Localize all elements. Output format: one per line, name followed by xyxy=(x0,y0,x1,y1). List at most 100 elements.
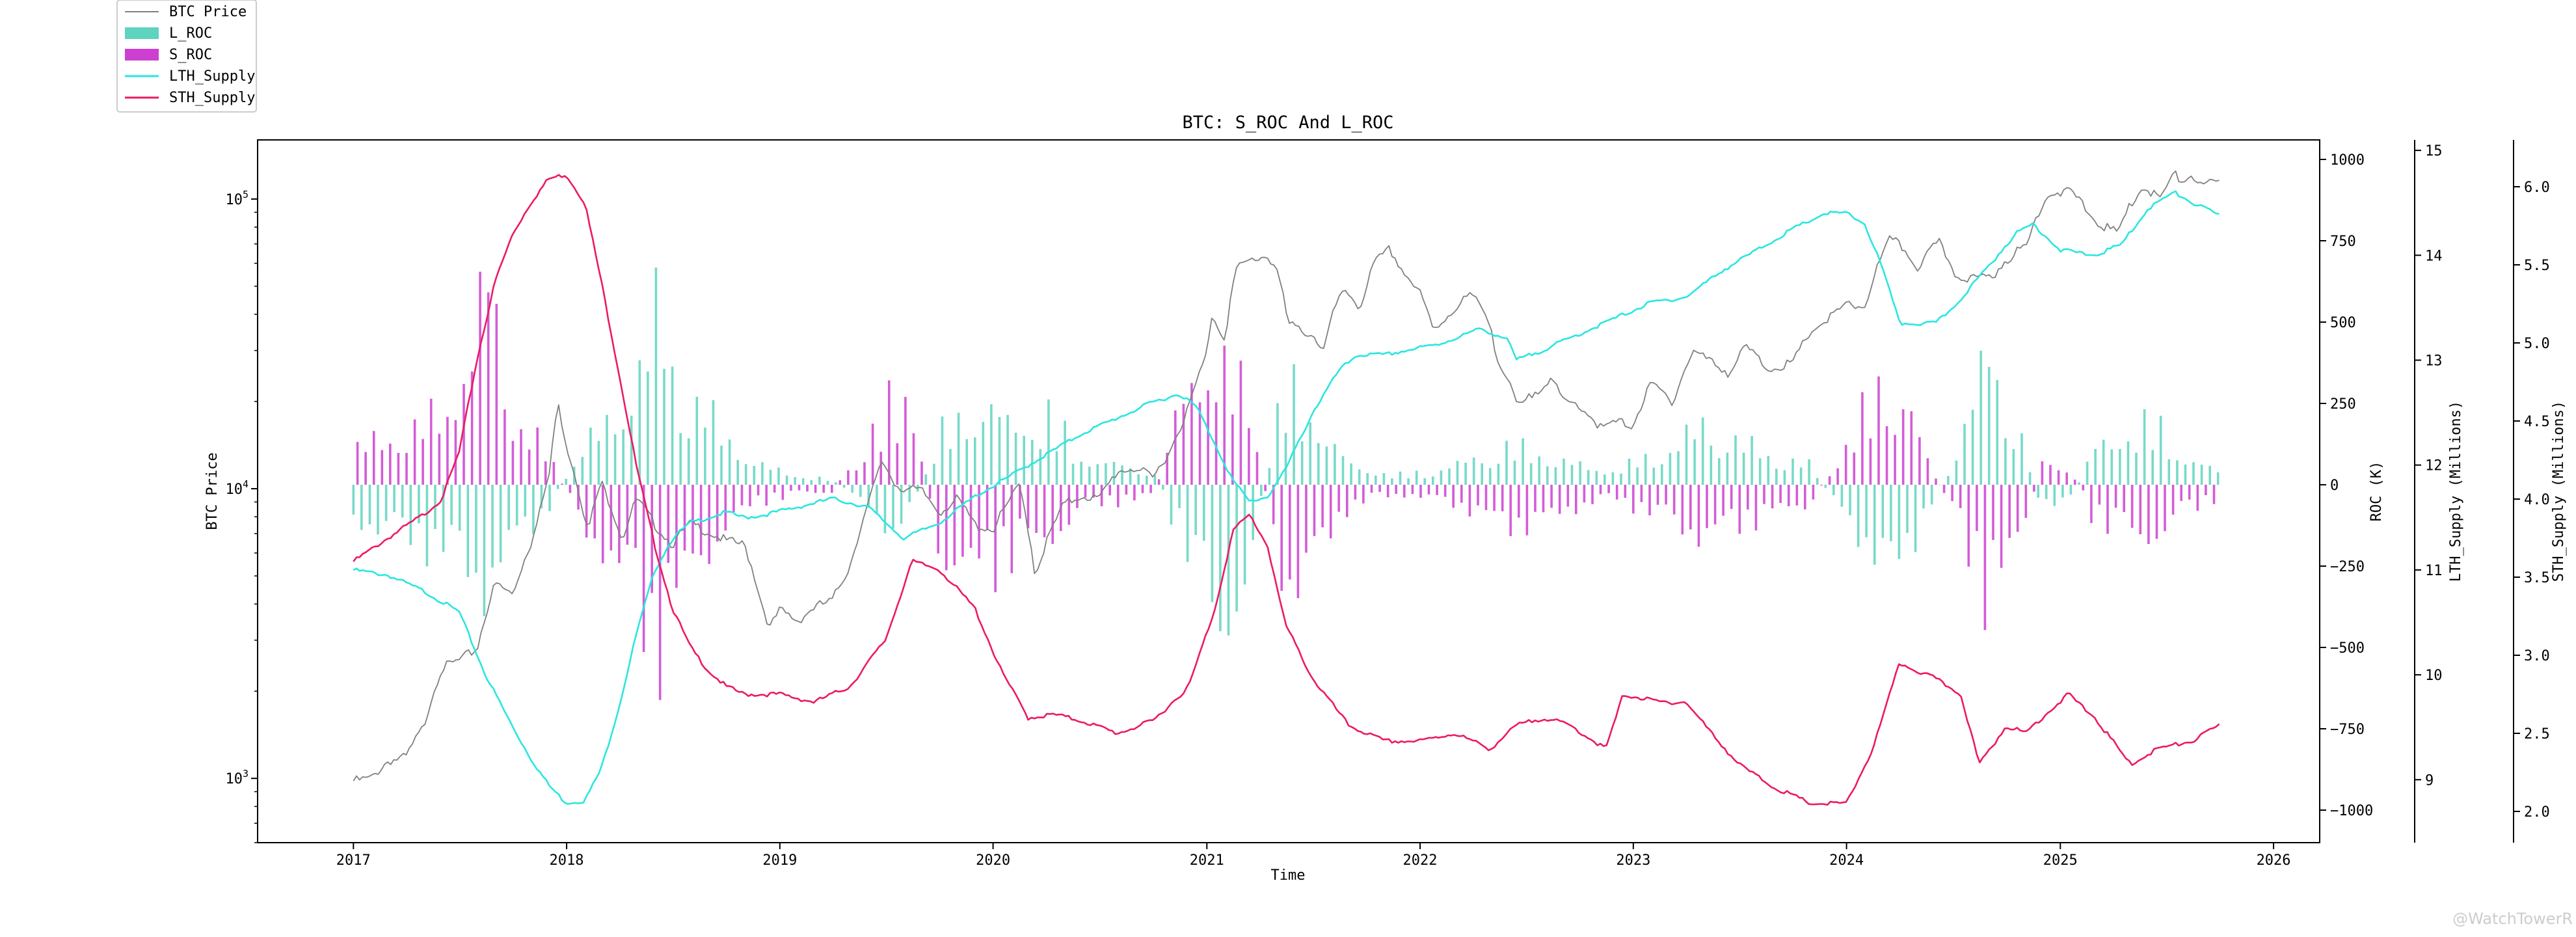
roc-bar xyxy=(548,485,551,511)
roc-bar xyxy=(1198,402,1201,485)
sth-tick-label: 3.5 xyxy=(2524,570,2550,586)
roc-bar xyxy=(1386,485,1389,498)
roc-bar xyxy=(1640,485,1643,502)
roc-bar xyxy=(769,470,772,485)
roc-bar xyxy=(842,485,846,488)
roc-bar xyxy=(438,433,441,485)
roc-bar xyxy=(1255,452,1259,485)
roc-bar xyxy=(1419,485,1422,498)
roc-bar xyxy=(1043,485,1046,537)
roc-bar xyxy=(1436,485,1438,495)
roc-bar xyxy=(785,475,788,485)
roc-bar xyxy=(1758,458,1762,485)
roc-bar xyxy=(724,485,727,531)
roc-bar xyxy=(982,422,985,485)
roc-bar xyxy=(520,429,522,485)
roc-bar xyxy=(2024,485,2028,518)
roc-bar xyxy=(540,485,543,509)
roc-bar xyxy=(1529,463,1533,485)
roc-bar xyxy=(479,271,481,485)
roc-bar xyxy=(1100,485,1103,507)
roc-bar xyxy=(1566,485,1570,507)
sth-tick-label: 6.0 xyxy=(2524,180,2550,196)
roc-bar xyxy=(1914,485,1917,552)
roc-bar xyxy=(1133,485,1136,500)
roc-bar xyxy=(1284,433,1287,485)
roc-bar xyxy=(1644,454,1647,485)
roc-bar xyxy=(1587,470,1590,485)
roc-bar xyxy=(1395,485,1397,494)
roc-bar xyxy=(1064,420,1066,485)
roc-bar xyxy=(1710,445,1713,485)
roc-tick-label: 750 xyxy=(2330,234,2356,250)
roc-bar xyxy=(728,439,731,485)
roc-bar xyxy=(908,485,911,502)
roc-bar xyxy=(1460,485,1463,503)
roc-bar xyxy=(1293,364,1295,485)
roc-bar xyxy=(1129,468,1132,485)
roc-bar xyxy=(974,437,976,485)
roc-bar xyxy=(1329,485,1332,539)
roc-bar xyxy=(463,384,465,485)
x-tick-label: 2025 xyxy=(2043,852,2078,869)
legend: BTC Price L_ROC S_ROC LTH_Supply STH_Supply xyxy=(116,0,257,113)
roc-bar xyxy=(1955,460,1958,485)
roc-bar xyxy=(1427,485,1430,495)
roc-bar xyxy=(1763,485,1765,504)
roc-bar xyxy=(1599,485,1602,495)
roc-bar xyxy=(1661,464,1663,485)
roc-bar xyxy=(381,450,384,485)
roc-bar xyxy=(1141,485,1144,493)
roc-bar xyxy=(2114,485,2117,508)
roc-bar xyxy=(1239,360,1242,485)
roc-bar xyxy=(552,462,556,485)
roc-bar xyxy=(835,482,837,485)
roc-bar xyxy=(1767,455,1770,485)
roc-bar xyxy=(1967,485,1970,567)
y-axis-label-lth-supply: LTH_Supply (Millions) xyxy=(2448,401,2464,582)
legend-item-l-roc: L_ROC xyxy=(125,25,212,42)
roc-bar xyxy=(1182,403,1185,485)
roc-bar xyxy=(1701,417,1704,485)
roc-bar xyxy=(1607,485,1610,493)
roc-bar xyxy=(994,485,997,593)
roc-bar xyxy=(1554,467,1557,485)
roc-bar xyxy=(801,478,805,485)
roc-bar xyxy=(965,439,968,485)
btc-price-tick-label: 103 xyxy=(225,768,248,787)
roc-bar xyxy=(720,445,723,485)
roc-bar xyxy=(1272,485,1275,524)
roc-bar xyxy=(1992,485,1994,540)
roc-bar xyxy=(1857,485,1860,547)
roc-bar xyxy=(1440,470,1443,485)
roc-bar xyxy=(1096,464,1099,485)
roc-bar xyxy=(1493,485,1496,511)
roc-bar xyxy=(1648,485,1651,515)
roc-bar xyxy=(1906,485,1909,534)
legend-item-s-roc: S_ROC xyxy=(125,47,212,63)
roc-bar xyxy=(1006,414,1009,485)
roc-bar xyxy=(466,485,470,577)
roc-bar xyxy=(1125,485,1128,495)
roc-bar xyxy=(1071,463,1075,485)
roc-bar xyxy=(798,485,801,491)
roc-bar xyxy=(1415,470,1418,485)
roc-bar xyxy=(822,485,825,493)
roc-bar xyxy=(2164,485,2166,532)
roc-bar xyxy=(618,485,621,564)
roc-bar xyxy=(1481,463,1483,485)
roc-bar xyxy=(1137,474,1140,485)
roc-tick-label: 1000 xyxy=(2330,152,2365,169)
roc-bar xyxy=(1808,459,1810,485)
line-lth-supply xyxy=(353,190,2220,805)
roc-bar xyxy=(1681,485,1684,535)
x-tick-label: 2020 xyxy=(976,852,1010,869)
roc-bar xyxy=(2028,472,2032,485)
roc-bar xyxy=(1861,392,1864,485)
roc-bar xyxy=(859,485,862,497)
roc-bar xyxy=(1105,463,1107,485)
roc-bar xyxy=(790,485,792,491)
roc-bar xyxy=(904,396,907,485)
series-lines xyxy=(353,170,2220,806)
roc-bar xyxy=(1382,473,1386,485)
